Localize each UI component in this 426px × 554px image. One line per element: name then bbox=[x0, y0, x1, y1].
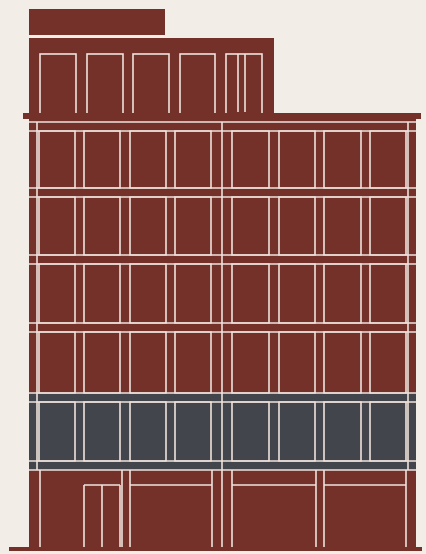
upper-floor-window bbox=[231, 130, 270, 189]
upper-floor-window bbox=[278, 331, 316, 394]
glass-band-window bbox=[174, 401, 212, 462]
upper-floor-window bbox=[323, 263, 362, 324]
upper-floor-window bbox=[174, 196, 212, 256]
upper-floor-window bbox=[323, 196, 362, 256]
penthouse-block bbox=[29, 38, 274, 113]
upper-floor-window bbox=[278, 130, 316, 189]
roof-cornice bbox=[23, 113, 421, 119]
ground-line bbox=[9, 547, 422, 551]
upper-floor-window bbox=[174, 331, 212, 394]
upper-floor-window bbox=[83, 331, 121, 394]
upper-floor-window bbox=[231, 331, 270, 394]
upper-floor-window bbox=[278, 263, 316, 324]
glass-band-window bbox=[38, 401, 76, 462]
upper-floor-window bbox=[231, 196, 270, 256]
upper-floor-window bbox=[38, 263, 76, 324]
upper-floor-window bbox=[83, 196, 121, 256]
upper-floor-window bbox=[129, 263, 167, 324]
glass-band-window bbox=[323, 401, 362, 462]
glass-band-window bbox=[369, 401, 407, 462]
upper-floor-window bbox=[369, 196, 407, 256]
upper-floor-window bbox=[83, 130, 121, 189]
upper-floor-window bbox=[174, 263, 212, 324]
upper-floor-window bbox=[129, 331, 167, 394]
upper-floor-window bbox=[129, 130, 167, 189]
upper-floor-window bbox=[369, 263, 407, 324]
upper-floor-window bbox=[231, 263, 270, 324]
glass-band-window bbox=[129, 401, 167, 462]
upper-floor-window bbox=[83, 263, 121, 324]
upper-floor-window bbox=[369, 331, 407, 394]
upper-floor-window bbox=[38, 196, 76, 256]
glass-band-window bbox=[278, 401, 316, 462]
upper-floor-window bbox=[38, 130, 76, 189]
glass-band-window bbox=[231, 401, 270, 462]
upper-floor-window bbox=[323, 331, 362, 394]
upper-floor-window bbox=[174, 130, 212, 189]
rooftop-structure bbox=[29, 9, 165, 35]
upper-floor-window bbox=[278, 196, 316, 256]
upper-floor-window bbox=[323, 130, 362, 189]
upper-floor-window bbox=[369, 130, 407, 189]
glass-band-window bbox=[83, 401, 121, 462]
upper-floor-window bbox=[38, 331, 76, 394]
upper-floor-window bbox=[129, 196, 167, 256]
